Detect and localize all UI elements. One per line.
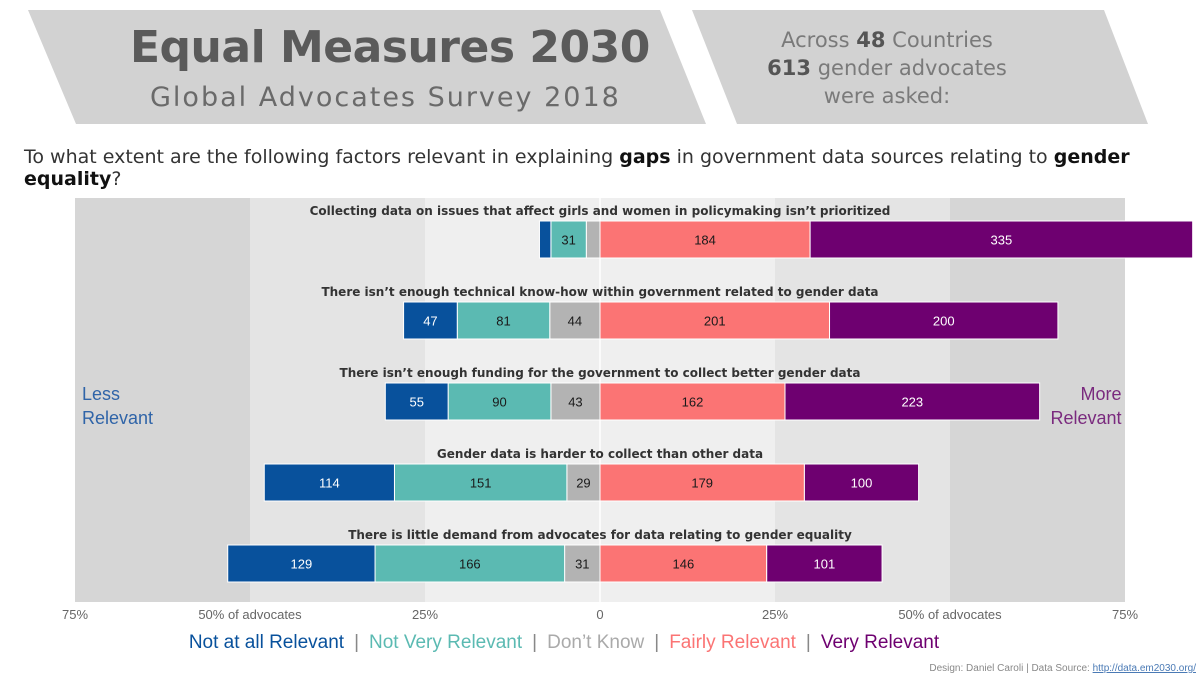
data-label: 335 [991,233,1013,248]
stats-banner [692,10,1148,124]
bar-segment [585,220,601,259]
bar-segment [263,463,395,502]
header-banner [28,10,1148,124]
title-banner [28,10,706,124]
legend-item: Not at all Relevant [188,632,345,653]
legend-separator: | [354,632,360,653]
bar-segment [599,301,831,340]
data-label: 129 [291,557,313,572]
legend-item: Fairly Relevant [669,632,796,653]
data-label: 43 [568,395,582,410]
category-label: There isn’t enough funding for the gover… [340,366,861,380]
x-tick-label: 25% [412,607,438,622]
x-tick-label: 75% [1112,607,1138,622]
x-tick-label: 50% of advocates [898,607,1002,622]
stat-advocates: 613 gender advocates [767,56,1007,80]
data-label: 200 [933,314,955,329]
data-label: 179 [691,476,713,491]
bar-segment [393,463,568,502]
bar-segment [447,382,552,421]
data-label: 100 [851,476,873,491]
bar-segment [766,544,883,583]
bar-segment [599,220,811,259]
side-label-more-relevant: Relevant [1050,408,1121,428]
legend-item: Very Relevant [820,632,940,653]
category-label: There is little demand from advocates fo… [348,528,852,542]
bar-segment [803,463,920,502]
side-label-less-relevant: Less [82,384,120,404]
category-label: There isn’t enough technical know-how wi… [321,285,878,299]
category-label: Collecting data on issues that affect gi… [310,204,891,218]
bar-segment [566,463,601,502]
stat-advocates-number: 613 [767,56,812,80]
x-tick-label: 75% [62,607,88,622]
stat-asked: were asked: [823,84,951,108]
bar-segment [809,220,1194,259]
data-label: 29 [576,476,590,491]
data-label: 101 [814,557,836,572]
data-label: 162 [682,395,704,410]
x-tick-label: 25% [762,607,788,622]
category-label: Gender data is harder to collect than ot… [437,447,763,461]
page-title: Equal Measures 2030 [130,22,650,73]
data-label: 223 [901,395,923,410]
data-label: 151 [470,476,492,491]
data-label: 81 [496,314,510,329]
survey-question: To what extent are the following factors… [24,146,1130,190]
data-label: 31 [575,557,589,572]
x-tick-label: 50% of advocates [198,607,302,622]
legend-separator: | [654,632,660,653]
data-label: 201 [704,314,726,329]
data-source-link[interactable]: http://data.em2030.org/ [1092,663,1196,674]
bar-segment [374,544,566,583]
bar-segment [550,382,601,421]
bar-segment [456,301,551,340]
bar-segment [599,463,805,502]
data-label: 184 [694,233,716,248]
data-label: 44 [568,314,582,329]
legend-separator: | [805,632,811,653]
data-label: 90 [492,395,506,410]
legend-item: Not Very Relevant [369,632,523,653]
bar-segment [538,220,552,259]
legend: Not at all Relevant | Not Very Relevant | Do… [0,632,1128,654]
legend-separator: | [532,632,538,653]
legend-item: Don’t Know [547,632,645,653]
stat-countries-number: 48 [856,28,886,52]
x-tick-label: 0 [596,607,603,622]
diverging-bar-chart: Less Relevant More Relevant Collecting data … [62,198,1194,622]
data-label: 47 [423,314,437,329]
data-label: 166 [459,557,481,572]
stat-countries: Across 48 Countries [781,28,993,52]
side-label-less-relevant: Relevant [82,408,153,428]
footer-credit: Design: Daniel Caroli | Data Source: htt… [929,663,1196,674]
data-label: 146 [673,557,695,572]
data-label: 31 [561,233,575,248]
data-label: 55 [409,395,423,410]
bar-segment [599,544,768,583]
bar-segment [784,382,1041,421]
bar-segment [227,544,376,583]
side-label-more-relevant: More [1080,384,1121,404]
bar-segment [384,382,449,421]
bar-segment [829,301,1059,340]
page-subtitle: Global Advocates Survey 2018 [150,82,621,113]
bar-segment [403,301,458,340]
bar-segment [599,382,786,421]
data-label: 114 [319,476,340,491]
bar-segment [549,301,601,340]
